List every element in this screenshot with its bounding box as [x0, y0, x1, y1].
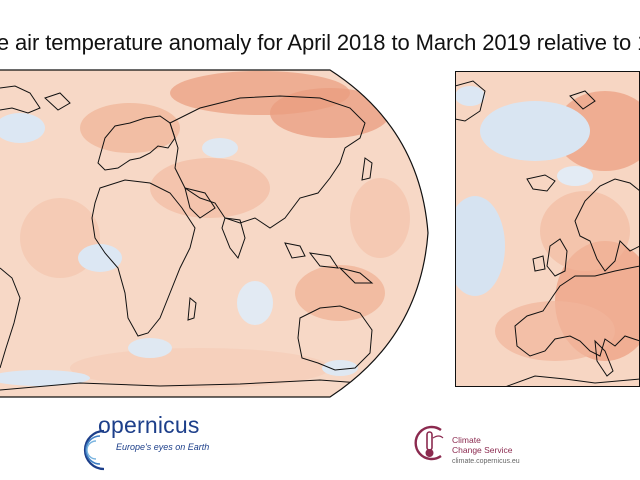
c3s-url: climate.copernicus.eu [452, 458, 520, 465]
map-title: ce air temperature anomaly for April 201… [0, 30, 640, 55]
footer: opernicus Europe's eyes on Earth Climate… [0, 405, 640, 480]
copernicus-tagline: Europe's eyes on Earth [116, 442, 210, 452]
c3s-logo-icon [414, 425, 444, 461]
c3s-name-line2: Change Service [452, 445, 513, 455]
europe-anomaly-map [455, 71, 640, 387]
copernicus-wordmark: opernicus [98, 412, 200, 438]
world-anomaly-map [0, 69, 429, 398]
copernicus-logo-icon [83, 429, 105, 471]
c3s-name-line1: Climate [452, 435, 481, 445]
